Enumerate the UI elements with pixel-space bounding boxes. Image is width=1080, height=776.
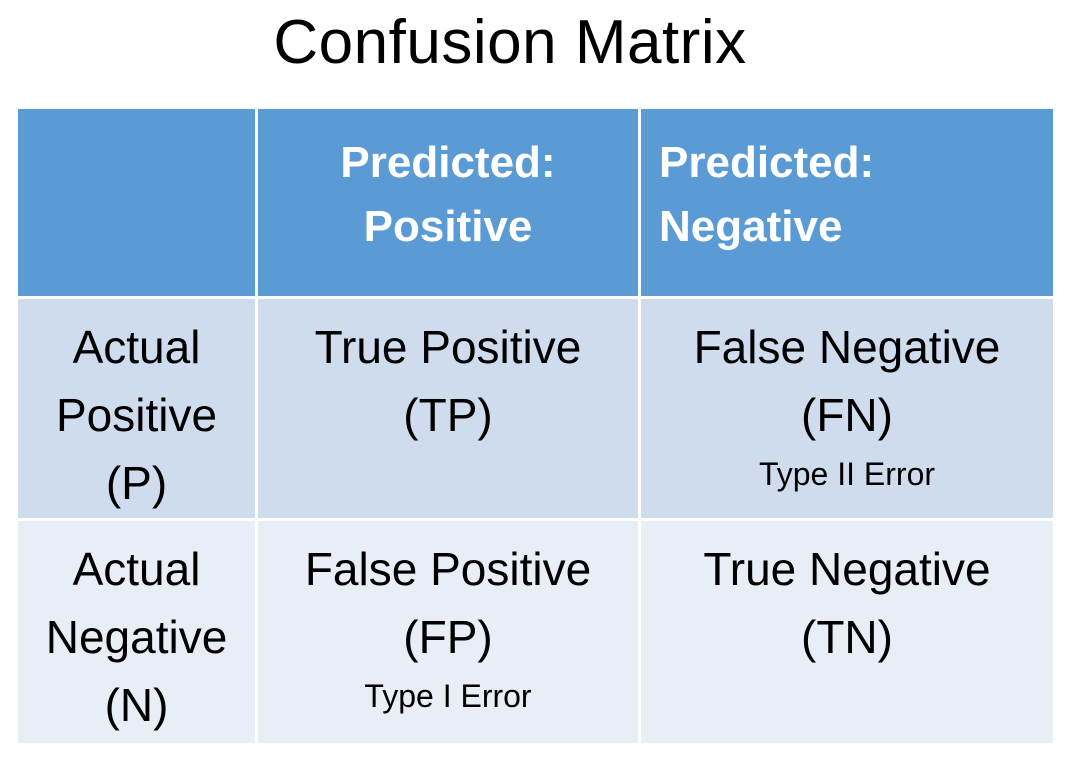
page-title: Confusion Matrix xyxy=(273,8,747,77)
cell-name: False Negative xyxy=(693,321,1001,373)
header-empty-cell xyxy=(18,109,258,299)
row-label-line: Actual xyxy=(72,321,201,373)
header-predicted-negative-line2: Negative xyxy=(659,202,843,251)
header-predicted-positive-line2: Positive xyxy=(363,202,533,251)
row-label-line: Negative xyxy=(45,611,228,663)
row-label-line: Actual xyxy=(72,543,201,595)
cell-abbr: (TN) xyxy=(801,611,893,663)
cell-false-positive: False Positive (FP) Type I Error xyxy=(258,521,641,743)
header-predicted-negative-line1: Predicted: xyxy=(659,138,875,187)
cell-abbr: (FP) xyxy=(403,611,493,663)
row-label-line: Positive xyxy=(55,389,218,441)
header-predicted-negative: Predicted: Negative xyxy=(641,109,1053,299)
row-label-line: (P) xyxy=(105,457,168,509)
cell-name: True Positive xyxy=(314,321,582,373)
cell-abbr: (FN) xyxy=(801,389,893,441)
cell-name: True Negative xyxy=(703,543,991,595)
header-predicted-positive: Predicted: Positive xyxy=(258,109,641,299)
confusion-matrix-table: Predicted: Positive Predicted: Negative … xyxy=(18,109,1053,743)
cell-abbr: (TP) xyxy=(403,389,493,441)
row-label-line: (N) xyxy=(104,679,169,731)
row-label-actual-negative: Actual Negative (N) xyxy=(18,521,258,743)
cell-error-note: Type II Error xyxy=(758,456,936,492)
cell-true-negative: True Negative (TN) xyxy=(641,521,1053,743)
cell-false-negative: False Negative (FN) Type II Error xyxy=(641,299,1053,521)
cell-name: False Positive xyxy=(304,543,592,595)
cell-true-positive: True Positive (TP) xyxy=(258,299,641,521)
row-label-actual-positive: Actual Positive (P) xyxy=(18,299,258,521)
header-predicted-positive-line1: Predicted: xyxy=(340,138,556,187)
cell-error-note: Type I Error xyxy=(364,678,532,714)
